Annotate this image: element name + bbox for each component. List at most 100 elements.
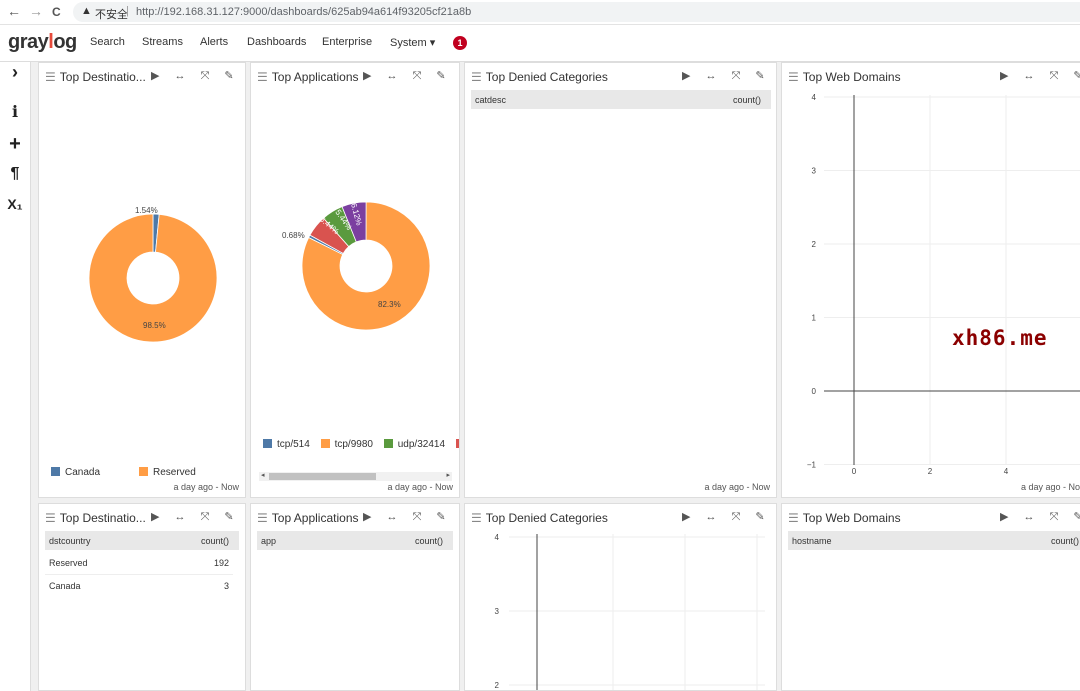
notification-badge[interactable]: 1 bbox=[453, 36, 467, 50]
table-row[interactable]: Canada 3 bbox=[45, 575, 233, 597]
widget-actions[interactable]: ▶ ↔ ⤧ ✎ ⌄ bbox=[682, 511, 776, 523]
nav-alerts[interactable]: Alerts bbox=[200, 36, 229, 48]
column-header[interactable]: count() bbox=[1050, 536, 1079, 546]
graylog-logo[interactable]: graylog bbox=[8, 31, 77, 53]
reload-icon[interactable]: C bbox=[52, 5, 61, 19]
table-header: app count() bbox=[257, 531, 453, 550]
parameter-icon[interactable]: X₁ bbox=[7, 196, 23, 212]
drag-handle-icon[interactable]: ☰ bbox=[788, 70, 799, 84]
widget-title[interactable]: ☰ Top Applications bbox=[257, 511, 359, 525]
widget-actions[interactable]: ▶ ↔ ⤧ ✎ ⌄ bbox=[1000, 70, 1080, 82]
x-tick-label: 2 bbox=[928, 467, 933, 476]
drag-handle-icon[interactable]: ☰ bbox=[257, 70, 268, 84]
pie-label-tcp9980: 82.3% bbox=[378, 300, 401, 309]
widget-actions[interactable]: ▶ ↔ ⤧ ✎ ⌄ bbox=[151, 70, 245, 82]
add-icon[interactable]: + bbox=[9, 133, 21, 155]
nav-streams[interactable]: Streams bbox=[142, 36, 183, 48]
destinations-pie-chart: 1.54% 98.5% bbox=[88, 206, 218, 343]
pie-label-reserved: 98.5% bbox=[143, 321, 166, 330]
drag-handle-icon[interactable]: ☰ bbox=[788, 511, 799, 525]
y-tick-label: 3 bbox=[812, 167, 817, 176]
pie-slice-slice5[interactable] bbox=[341, 201, 367, 243]
nav-search[interactable]: Search bbox=[90, 36, 125, 48]
table-row[interactable]: Reserved 192 bbox=[45, 552, 233, 575]
column-header[interactable]: catdesc bbox=[475, 95, 507, 105]
pie-slice-reserved[interactable] bbox=[88, 213, 218, 343]
y-tick-label: 2 bbox=[495, 681, 500, 690]
widget-title[interactable]: ☰ Top Denied Categories bbox=[471, 511, 608, 525]
web-domains-scatter-chart: 4 3 2 1 0 −1 0 2 4 bbox=[807, 93, 1080, 476]
widget-top-applications-table: ☰Top Applications ▶ ↔ ⤧ ✎ ⌄ app count() bbox=[250, 503, 460, 691]
x-tick-label: 4 bbox=[1004, 467, 1009, 476]
time-range: a day ago - Now bbox=[387, 482, 453, 492]
scrollbar-thumb[interactable] bbox=[269, 473, 376, 480]
y-tick-label: 4 bbox=[495, 533, 500, 542]
y-tick-label: −1 bbox=[807, 461, 817, 470]
drag-handle-icon[interactable]: ☰ bbox=[45, 70, 56, 84]
legend-item[interactable]: Reserved bbox=[139, 467, 196, 478]
watermark: xh86.me bbox=[952, 326, 1048, 350]
left-toolbar: › i + ¶ X₁ bbox=[0, 62, 31, 691]
widget-title[interactable]: ☰ Top Destinatio... bbox=[45, 511, 146, 525]
time-range: a day ago - No bbox=[1020, 482, 1080, 492]
widget-title[interactable]: ☰ Top Applications bbox=[257, 70, 359, 84]
nav-enterprise[interactable]: Enterprise bbox=[322, 36, 373, 48]
widget-top-destinations-table: ☰Top Destinatio... ▶ ↔ ⤧ ✎ ⌄ dstcountry … bbox=[38, 503, 246, 691]
column-header[interactable]: app bbox=[261, 536, 277, 546]
drag-handle-icon[interactable]: ☰ bbox=[257, 511, 268, 525]
widget-top-web-domains-table: ☰Top Web Domains ▶ ↔ ⤧ ✎ ⌄ hostname coun… bbox=[781, 503, 1080, 691]
legend-item[interactable]: Canada bbox=[51, 467, 100, 478]
drag-handle-icon[interactable]: ☰ bbox=[471, 70, 482, 84]
widget-actions[interactable]: ▶ ↔ ⤧ ✎ ⌄ bbox=[363, 70, 459, 82]
x-tick-label: 0 bbox=[852, 467, 857, 476]
denied-categories-scatter-chart: 4 3 2 bbox=[495, 533, 765, 690]
widget-top-denied-categories-table: ☰Top Denied Categories ▶ ↔ ⤧ ✎ ⌄ catdesc… bbox=[464, 62, 777, 498]
url-text: http://192.168.31.127:9000/dashboards/62… bbox=[136, 6, 472, 18]
widget-title[interactable]: ☰ Top Web Domains bbox=[788, 511, 901, 525]
column-header[interactable]: count() bbox=[732, 95, 761, 105]
pilcrow-icon[interactable]: ¶ bbox=[10, 165, 20, 182]
app-navbar: graylog Search Streams Alerts Dashboards… bbox=[0, 25, 1080, 62]
expand-sidebar-icon[interactable]: › bbox=[12, 62, 18, 82]
widget-title[interactable]: ☰ Top Destinatio... bbox=[45, 70, 146, 84]
widget-title[interactable]: ☰ Top Web Domains bbox=[788, 70, 901, 84]
info-icon[interactable]: i bbox=[11, 102, 19, 121]
legend-item[interactable]: tcp/514 bbox=[263, 439, 310, 450]
widget-top-denied-categories-chart: ☰Top Denied Categories ▶ ↔ ⤧ ✎ ⌄ 4 3 2 bbox=[464, 503, 777, 691]
column-header[interactable]: count() bbox=[200, 536, 229, 546]
scroll-right-icon[interactable]: ▸ bbox=[446, 472, 450, 479]
security-warning[interactable]: 不安全 bbox=[95, 9, 128, 21]
url-field[interactable]: ▲ 不安全 | http://192.168.31.127:9000/dashb… bbox=[73, 2, 1080, 22]
time-range: a day ago - Now bbox=[173, 482, 239, 492]
widget-actions[interactable]: ▶ ↔ ⤧ ✎ ⌄ bbox=[151, 511, 245, 523]
drag-handle-icon[interactable]: ☰ bbox=[471, 511, 482, 525]
legend-swatch bbox=[51, 467, 60, 476]
table-header: hostname count() bbox=[788, 531, 1080, 550]
widget-actions[interactable]: ▶ ↔ ⤧ ✎ ⌄ bbox=[1000, 511, 1080, 523]
column-header[interactable]: count() bbox=[414, 536, 443, 546]
back-icon[interactable]: ← bbox=[7, 3, 21, 19]
cell-country: Reserved bbox=[49, 558, 88, 568]
widget-actions[interactable]: ▶ ↔ ⤧ ✎ ⌄ bbox=[363, 511, 459, 523]
legend-swatch bbox=[320, 439, 330, 448]
cell-country: Canada bbox=[49, 581, 81, 591]
legend-item[interactable]: tcp/9980 bbox=[320, 439, 373, 450]
time-range: a day ago - Now bbox=[704, 482, 770, 492]
drag-handle-icon[interactable]: ☰ bbox=[45, 511, 56, 525]
nav-system[interactable]: System ▾ bbox=[390, 37, 436, 49]
legend-item[interactable]: udp/32414 bbox=[383, 439, 445, 450]
column-header[interactable]: dstcountry bbox=[49, 536, 91, 546]
pie-label-tcp514: 0.68% bbox=[282, 231, 305, 240]
widget-title[interactable]: ☰ Top Denied Categories bbox=[471, 70, 608, 84]
column-header[interactable]: hostname bbox=[792, 536, 832, 546]
nav-dashboards[interactable]: Dashboards bbox=[247, 36, 307, 48]
applications-pie-chart: 0.68% 82.3% 5.44% 5.44% 6.12% bbox=[282, 201, 431, 331]
widget-top-destinations-pie: ☰Top Destinatio... ▶ ↔ ⤧ ✎ ⌄ 1.54% 98.5%… bbox=[38, 62, 246, 498]
forward-icon[interactable]: → bbox=[29, 3, 43, 19]
scroll-left-icon[interactable]: ◂ bbox=[261, 472, 265, 479]
legend-swatch bbox=[263, 439, 272, 448]
pie-slice-tcp9980[interactable] bbox=[301, 201, 431, 331]
widget-actions[interactable]: ▶ ↔ ⤧ ✎ ⌄ bbox=[682, 70, 776, 82]
legend-item[interactable] bbox=[455, 439, 459, 450]
horizontal-scrollbar[interactable]: ◂ ▸ bbox=[259, 472, 452, 481]
